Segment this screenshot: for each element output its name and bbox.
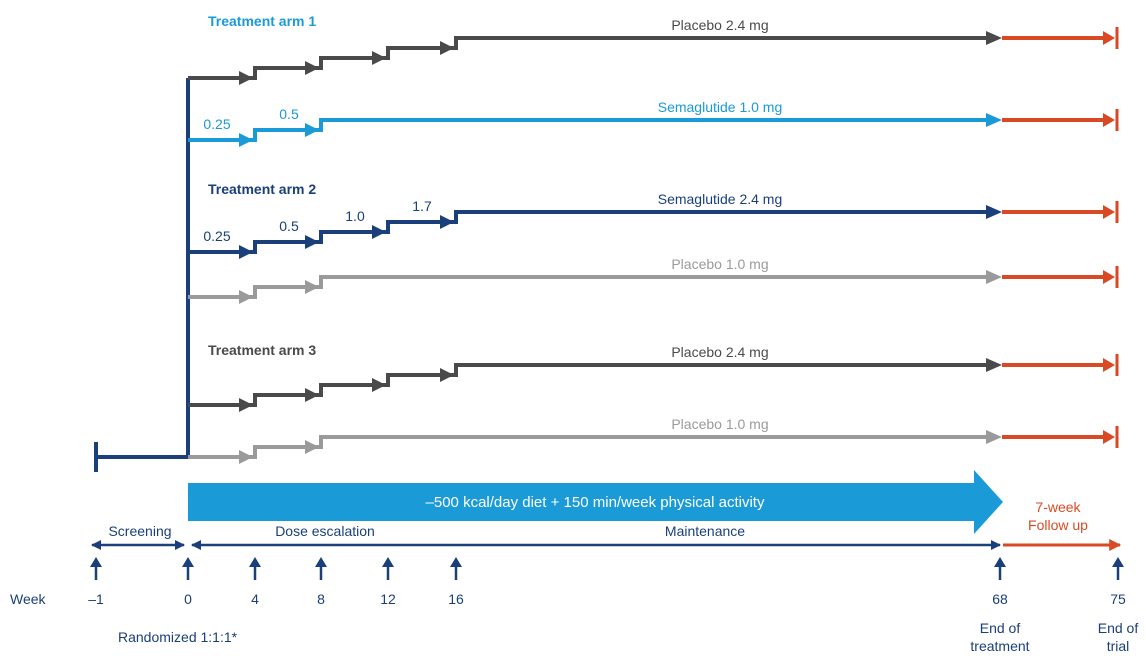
step-arrowhead xyxy=(440,368,454,382)
phase-dose-escalation: Dose escalation xyxy=(275,523,375,539)
step-arrowhead xyxy=(305,388,319,402)
follow-up-arrowhead xyxy=(1103,430,1115,444)
week-tick-label: 12 xyxy=(380,591,396,607)
step-arrowhead xyxy=(239,245,253,259)
track-a1-placebo: Placebo 2.4 mg xyxy=(188,17,1119,85)
dose-label: 0.5 xyxy=(279,218,299,234)
track-label: Semaglutide 1.0 mg xyxy=(658,99,783,115)
end-of-trial-line1: End of xyxy=(1098,620,1139,636)
week-tick-arrowhead xyxy=(1112,557,1124,567)
step-arrowhead xyxy=(305,440,319,454)
week-tick-arrowhead xyxy=(249,557,261,567)
track-a2-placebo: Placebo 1.0 mg xyxy=(188,256,1119,304)
week-tick-label: 4 xyxy=(251,591,259,607)
arm-label-2: Treatment arm 2 xyxy=(208,181,316,197)
step-arrowhead xyxy=(440,41,454,55)
dose-label: 1.0 xyxy=(345,208,365,224)
track-line xyxy=(188,210,990,254)
dose-label: 0.25 xyxy=(203,116,230,132)
week-tick-label: 68 xyxy=(992,591,1008,607)
dose-label: 0.5 xyxy=(279,106,299,122)
step-arrowhead xyxy=(372,51,386,65)
end-arrowhead xyxy=(986,358,1002,372)
step-arrowhead xyxy=(239,290,253,304)
phase-follow-up-line1: 7-week xyxy=(1035,499,1081,515)
week-tick-label: 75 xyxy=(1110,591,1126,607)
step-arrowhead xyxy=(239,71,253,85)
week-tick-arrowhead xyxy=(315,557,327,567)
track-a2-sema: Semaglutide 2.4 mg 0.25 0.5 1.0 1.7 xyxy=(188,191,1119,259)
follow-up-arrowhead xyxy=(1103,358,1115,372)
week-tick-label: –1 xyxy=(88,591,104,607)
week-tick-arrowhead xyxy=(182,557,194,567)
end-arrowhead xyxy=(986,270,1002,284)
lifestyle-banner: –500 kcal/day diet + 150 min/week physic… xyxy=(188,470,1003,534)
end-of-trial-line2: trial xyxy=(1107,638,1130,654)
step-arrowhead xyxy=(239,398,253,412)
follow-up-arrowhead xyxy=(1103,205,1115,219)
phase-screening: Screening xyxy=(108,523,171,539)
week-tick-arrowhead xyxy=(994,557,1006,567)
randomization-trunk xyxy=(94,78,190,472)
end-arrowhead xyxy=(986,430,1002,444)
randomized-note: Randomized 1:1:1* xyxy=(118,629,238,645)
week-tick-label: 0 xyxy=(184,591,192,607)
track-label: Placebo 1.0 mg xyxy=(671,416,768,432)
track-label: Placebo 1.0 mg xyxy=(671,256,768,272)
step-arrowhead xyxy=(239,133,253,147)
track-a3-placebo24: Placebo 2.4 mg xyxy=(188,344,1119,412)
track-line xyxy=(188,36,990,80)
week-tick-arrowhead xyxy=(450,557,462,567)
track-line xyxy=(188,363,990,407)
week-tick-label: 16 xyxy=(448,591,464,607)
end-of-treatment-line1: End of xyxy=(980,620,1021,636)
step-arrowhead xyxy=(305,280,319,294)
week-tick-arrowhead xyxy=(90,557,102,567)
phase-maintenance: Maintenance xyxy=(665,523,745,539)
arm-label-3: Treatment arm 3 xyxy=(208,342,316,358)
end-of-treatment-line2: treatment xyxy=(970,638,1029,654)
arm-label-1: Treatment arm 1 xyxy=(208,13,316,29)
week-tick-arrowhead xyxy=(382,557,394,567)
step-arrowhead xyxy=(372,225,386,239)
end-arrowhead xyxy=(986,205,1002,219)
phase-follow-up-line2: Follow up xyxy=(1028,517,1088,533)
banner-text: –500 kcal/day diet + 150 min/week physic… xyxy=(426,494,765,511)
step-arrowhead xyxy=(305,123,319,137)
track-label: Placebo 2.4 mg xyxy=(671,17,768,33)
track-a1-sema: Semaglutide 1.0 mg 0.25 0.5 xyxy=(188,99,1119,147)
track-label: Semaglutide 2.4 mg xyxy=(658,191,783,207)
week-axis-label: Week xyxy=(10,591,47,607)
step-arrowhead xyxy=(239,450,253,464)
end-arrowhead xyxy=(986,31,1002,45)
dose-label: 1.7 xyxy=(412,198,432,214)
end-arrowhead xyxy=(986,113,1002,127)
step-arrowhead xyxy=(440,215,454,229)
follow-up-arrowhead xyxy=(1103,113,1115,127)
week-tick-label: 8 xyxy=(317,591,325,607)
track-label: Placebo 2.4 mg xyxy=(671,344,768,360)
week-markers: –1 0 4 8 12 16 68 75 xyxy=(88,557,1126,607)
dose-label: 0.25 xyxy=(203,228,230,244)
step-arrowhead xyxy=(372,378,386,392)
track-a3-placebo10: Placebo 1.0 mg xyxy=(188,416,1119,464)
follow-up-arrowhead xyxy=(1103,31,1115,45)
step-arrowhead xyxy=(305,61,319,75)
step-arrowhead xyxy=(305,235,319,249)
follow-up-arrowhead xyxy=(1103,270,1115,284)
